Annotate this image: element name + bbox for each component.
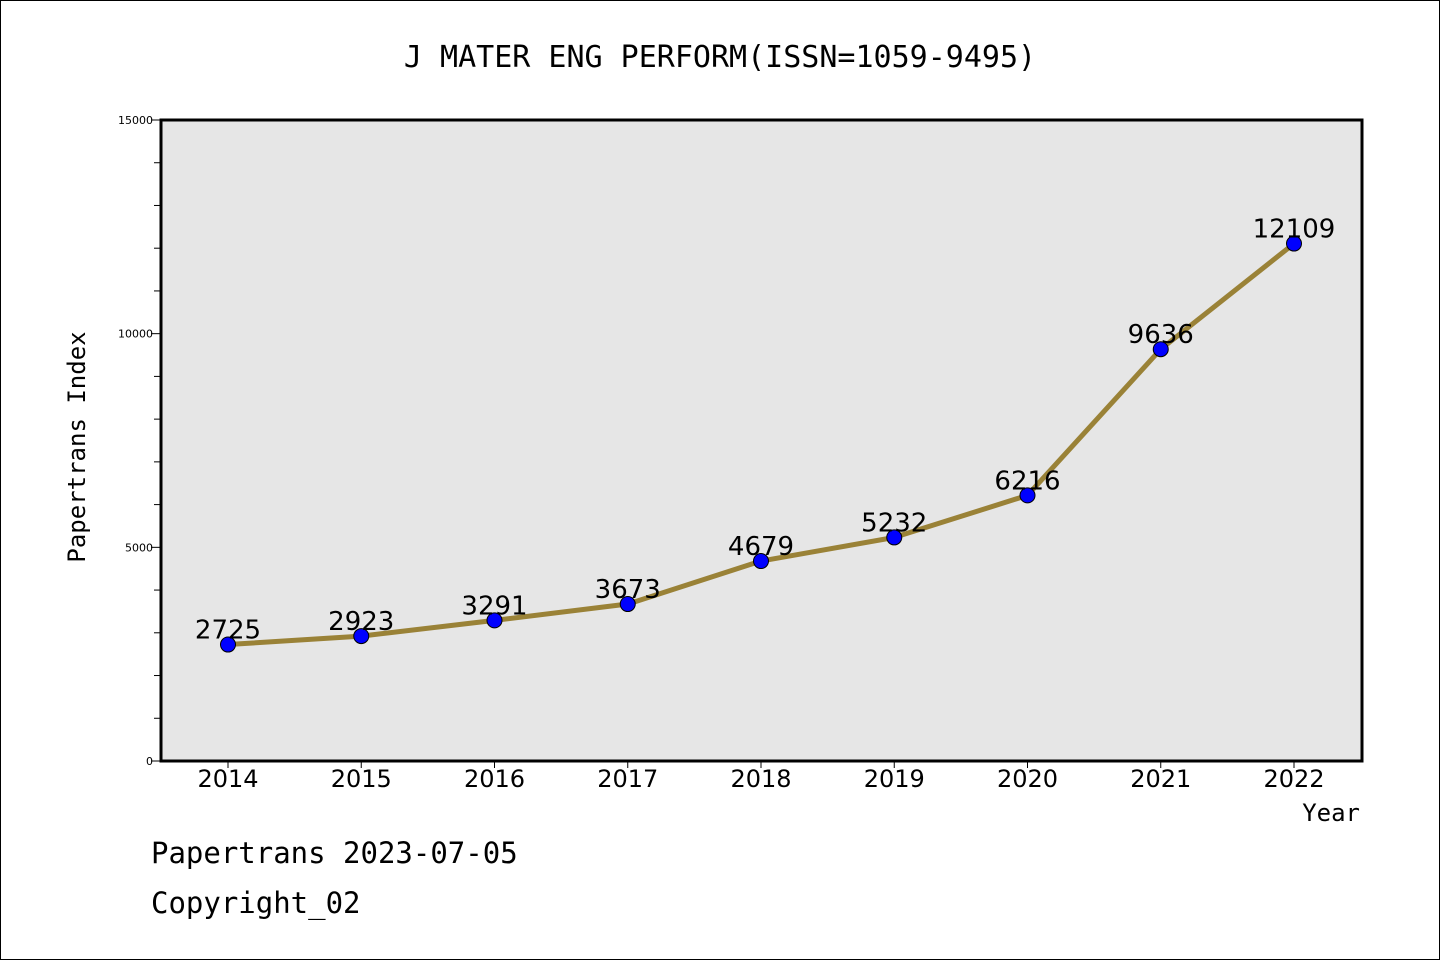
data-label: 2923	[328, 607, 394, 637]
chart-title: J MATER ENG PERFORM(ISSN=1059-9495)	[404, 40, 1036, 75]
plot-border	[159, 118, 1364, 763]
data-label: 3291	[461, 591, 527, 621]
data-point	[486, 612, 503, 629]
data-point	[753, 553, 769, 570]
x-tick-label: 2018	[730, 765, 791, 793]
data-labels: 2725 2923 3291 3673 4679 5232 6216 9636 12109	[195, 215, 1335, 646]
plot-area	[161, 120, 1362, 761]
y-tick-label: 10000	[118, 328, 153, 341]
data-point	[619, 596, 636, 613]
y-tick-label: 15000	[118, 114, 153, 127]
data-point	[353, 628, 370, 645]
data-label: 4679	[728, 532, 794, 562]
data-point	[1286, 235, 1302, 252]
data-point	[220, 636, 236, 653]
data-point	[1019, 487, 1036, 504]
x-tick-label: 2016	[464, 765, 525, 793]
data-label: 9636	[1128, 320, 1194, 350]
x-tick-label: 2022	[1263, 765, 1324, 793]
data-label: 12109	[1253, 215, 1336, 245]
data-points	[220, 235, 1302, 653]
x-tick-label: 2019	[864, 765, 925, 793]
y-tick-label: 0	[146, 755, 153, 768]
x-tick-label: 2020	[997, 765, 1058, 793]
data-label: 6216	[994, 466, 1060, 496]
x-tick-label: 2021	[1130, 765, 1191, 793]
data-label: 3673	[595, 575, 661, 605]
data-label: 5232	[861, 508, 927, 538]
x-tick-label: 2014	[197, 765, 258, 793]
axis-ticks: 0 5000 10000 15000 2014 2015 2016 2017 2018 2019 2…	[118, 114, 1325, 793]
data-label: 2725	[195, 616, 261, 646]
y-tick-label: 5000	[125, 541, 153, 554]
y-axis-label: Papertrans Index	[63, 331, 91, 562]
x-axis-label: Year	[1302, 799, 1360, 827]
x-tick-label: 2017	[597, 765, 658, 793]
data-point	[886, 529, 903, 546]
data-point	[1152, 341, 1169, 358]
footer-copyright: Copyright_02	[151, 886, 361, 920]
x-tick-label: 2015	[331, 765, 392, 793]
footer-date: Papertrans 2023-07-05	[151, 836, 518, 870]
